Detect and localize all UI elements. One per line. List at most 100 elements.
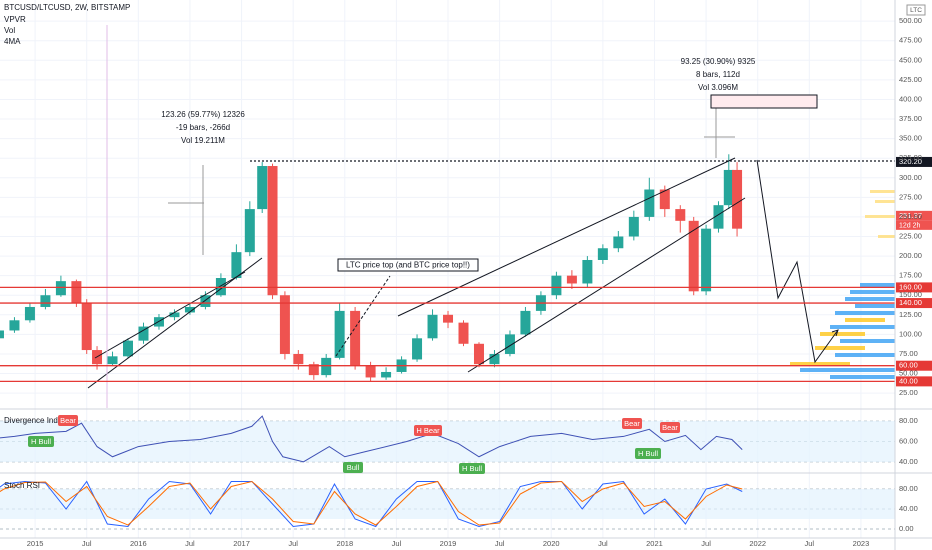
candle-body [412,338,423,360]
tag: H Bear [416,426,440,435]
annotation: Vol 19.211M [181,136,225,145]
x-tick-label: 2022 [749,539,766,548]
tag: Bull [347,463,360,472]
candle-body [628,216,639,237]
pane-title: Stoch RSI [4,481,40,490]
price-label-bg [896,210,932,221]
candle-body [0,330,4,339]
candle-body [644,189,655,217]
tag: H Bull [462,464,482,473]
y-tick-label: 50.00 [899,369,918,378]
x-tick-label: 2017 [233,539,250,548]
candle-body [381,371,392,378]
y-tick-label: 25.00 [899,388,918,397]
candle-body [659,189,670,210]
candle-body [279,295,290,354]
y-tick-label: 125.00 [899,310,922,319]
indicator-panes [0,415,743,528]
tag: H Bull [31,437,51,446]
legend-item: VPVR [4,15,26,24]
candle-body [504,334,515,354]
price-label-bg [896,282,932,293]
tag: H Bull [638,449,658,458]
chart-title: BTCUSD/LTCUSD, 2W, BITSTAMP [4,3,130,12]
pane-title: Divergence Indicator [4,416,78,425]
annotation: 8 bars, 112d [696,70,740,79]
candle-body [365,365,376,378]
y-tick-label: 425.00 [899,75,922,84]
indicator-line [0,415,743,463]
x-tick-label: 2021 [646,539,663,548]
note-box [337,258,479,272]
candle-body [597,248,608,260]
x-tick-label: Jul [288,539,298,548]
x-tick-label: Jul [495,539,505,548]
candle-body [473,343,484,365]
y-tick-label: 475.00 [899,36,922,45]
y-tick-label: 450.00 [899,55,922,64]
candle-body [551,275,562,296]
candle-body [267,166,278,296]
price-label-bg [896,360,932,371]
y-tick-label: 375.00 [899,114,922,123]
x-tick-label: Jul [701,539,711,548]
y-tick-label: 300.00 [899,173,922,182]
legend-item: 4MA [4,37,21,46]
price-label: 320.20 [899,157,922,166]
y-tick-label: 250.00 [899,212,922,221]
price-label: 40.00 [899,376,918,385]
candle-body [200,295,211,307]
candle-body [701,228,712,292]
candle-body [24,306,35,321]
candle-body [107,356,118,365]
x-tick-label: 2018 [336,539,353,548]
candle-body [215,278,226,296]
indicator-line [0,480,743,526]
y-tick-label: 150.00 [899,290,922,299]
band [0,421,895,462]
y-tick-label: 75.00 [899,349,918,358]
y-tick-label: 200.00 [899,251,922,260]
candle-body [520,310,531,335]
y-tick-label: 500.00 [899,16,922,25]
levels: 160.00 140.00 60.00 40.00 320.20 251.37 12d 2h [0,156,932,387]
candle-body [334,310,345,358]
candle-body [55,281,66,296]
tag: Bear [662,423,678,432]
candle-body [244,209,255,253]
candle-body [71,281,82,304]
currency-badge: LTC [910,7,922,14]
annotation: Vol 3.096M [698,83,738,92]
candle-body [723,169,734,206]
candle-body [489,353,500,365]
divergence-tags: Bear H Bull Bull H Bull H Bear Bear Bear… [28,415,680,474]
candle-body [582,259,593,284]
candle-body [713,205,724,229]
y-tick-label: 400.00 [899,94,922,103]
band [0,489,895,519]
price-label: 160.00 [899,282,922,291]
price-label-bg [896,298,932,309]
indicator-line [0,480,743,528]
candle-body [688,220,699,292]
y-tick-label: 80.00 [899,484,918,493]
x-tick-label: Jul [392,539,402,548]
price-label: 251.37 [899,211,922,220]
price-label-bg [896,156,932,167]
candle-body [321,357,332,376]
candles [0,154,743,382]
candle-body [675,209,686,221]
candle-body [566,275,577,284]
y-tick-label: 40.00 [899,504,918,513]
legend-item: Vol [4,26,15,35]
candle-body [40,295,51,307]
tag: Bear [624,419,640,428]
x-tick-label: 2016 [130,539,147,548]
y-tick-label: 80.00 [899,416,918,425]
x-tick-label: Jul [82,539,92,548]
candle-body [293,353,304,365]
y-tick-label: 100.00 [899,329,922,338]
x-tick-label: Jul [185,539,195,548]
candle-body [308,364,319,376]
